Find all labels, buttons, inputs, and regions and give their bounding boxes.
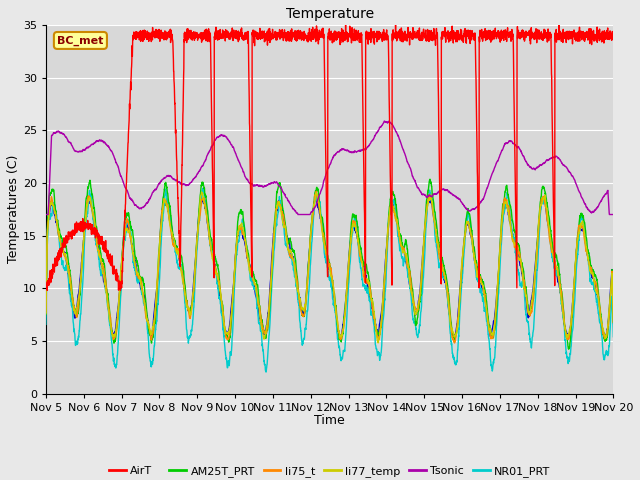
Y-axis label: Temperatures (C): Temperatures (C) [7, 155, 20, 264]
Title: Temperature: Temperature [285, 7, 374, 21]
Text: BC_met: BC_met [57, 36, 104, 46]
Legend: AirT, li75_t, AM25T_PRT, li75_t, li77_temp, Tsonic, NR01_PRT: AirT, li75_t, AM25T_PRT, li75_t, li77_te… [104, 462, 555, 480]
X-axis label: Time: Time [314, 414, 345, 427]
